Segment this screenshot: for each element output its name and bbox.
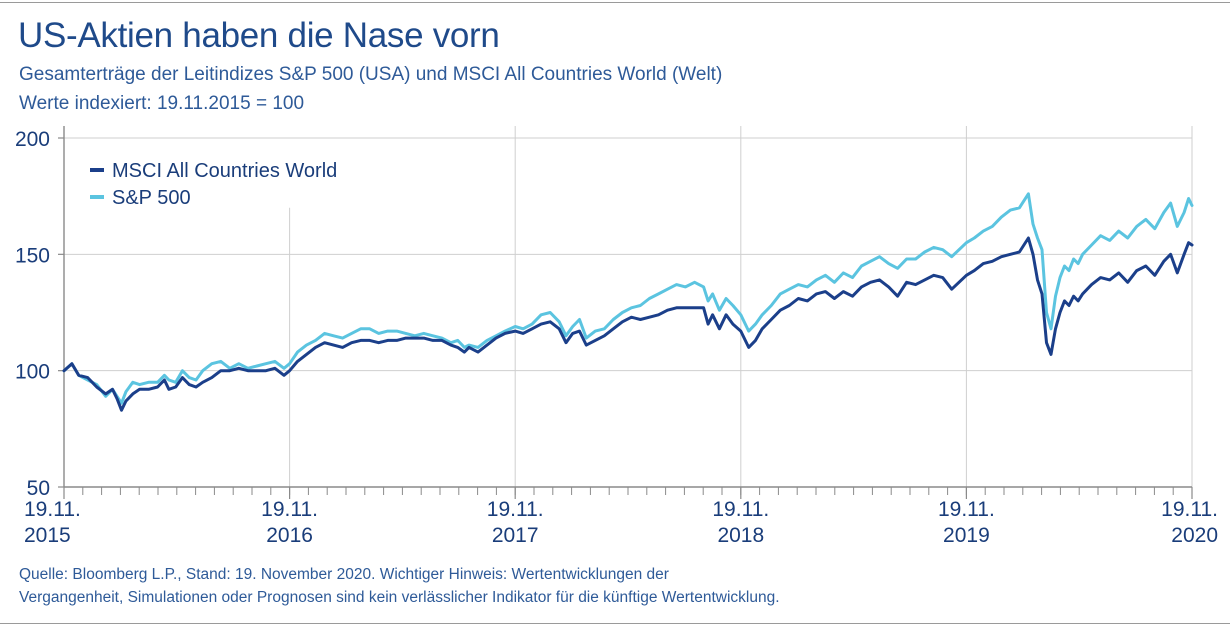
top-rule <box>0 2 1230 3</box>
x-tick-label-year: 2019 <box>943 524 990 547</box>
chart-subtitle: Gesamterträge der Leitindizes S&P 500 (U… <box>19 64 723 85</box>
x-tick-label-year: 2015 <box>24 524 71 547</box>
x-tick-label-day: 19.11. <box>487 498 544 521</box>
chart-index-note: Werte indexiert: 19.11.2015 = 100 <box>19 93 305 114</box>
x-tick-label-day: 19.11. <box>1161 498 1218 521</box>
source-note-line-1: Quelle: Bloomberg L.P., Stand: 19. Novem… <box>19 566 669 583</box>
series-line-sp500 <box>62 192 1194 405</box>
x-tick-label-day: 19.11. <box>24 498 81 521</box>
x-tick-label-year: 2016 <box>266 524 313 547</box>
y-tick-label: 50 <box>27 477 50 500</box>
series-group <box>62 192 1194 412</box>
y-tick-label: 100 <box>15 361 50 384</box>
bottom-rule <box>0 623 1230 624</box>
series-line-msci <box>62 236 1194 412</box>
x-tick-label-year: 2017 <box>492 524 539 547</box>
axes: 50 100 150 200 19.11. 2015 19.11. 2016 19.11. 201… <box>15 126 1218 547</box>
legend: MSCI All Countries World S&P 500 <box>90 160 337 209</box>
x-tick-label-day: 19.11. <box>712 498 769 521</box>
y-tick-label: 200 <box>15 128 50 151</box>
x-tick-label-year: 2020 <box>1171 524 1218 547</box>
legend-label-sp500: S&P 500 <box>112 187 191 209</box>
x-tick-label-year: 2018 <box>717 524 764 547</box>
source-note-line-2: Vergangenheit, Simulationen oder Prognos… <box>19 589 780 606</box>
chart-title: US-Aktien haben die Nase vorn <box>18 16 500 55</box>
x-tick-label-day: 19.11. <box>938 498 995 521</box>
legend-label-msci: MSCI All Countries World <box>112 160 337 182</box>
x-tick-label-day: 19.11. <box>261 498 318 521</box>
y-tick-label: 150 <box>15 244 50 267</box>
